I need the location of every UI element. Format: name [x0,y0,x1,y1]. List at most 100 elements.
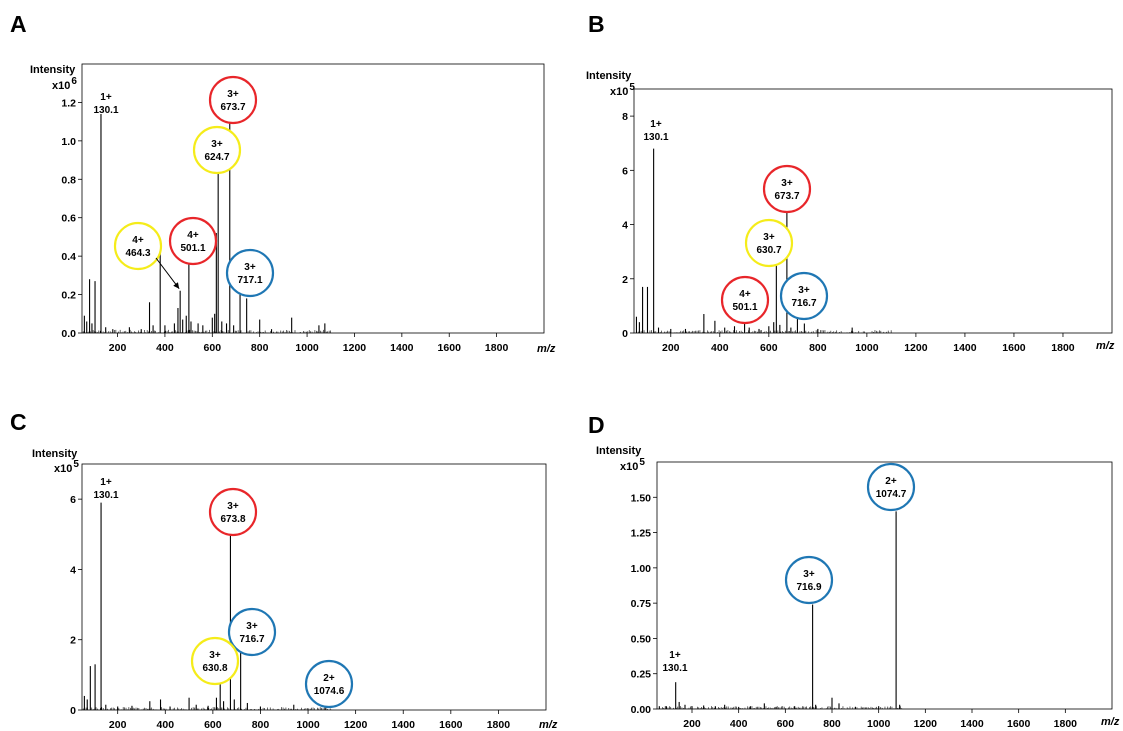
x-tick-label: 1200 [914,718,938,730]
mz-value-label: 1074.7 [876,489,907,500]
x-tick-label: 200 [683,718,701,730]
mz-value-label: 630.7 [756,245,781,256]
charge-state-label: 3+ [244,262,256,273]
charge-state-label: 3+ [781,178,793,189]
annotation-circle-red [208,487,258,537]
mz-value-label: 630.8 [202,663,227,674]
panel-letter: A [10,11,27,37]
annotation-circle-yellow [192,125,242,175]
y-tick-label: 0.8 [61,174,76,186]
peak-annotation: 2+ 1074.6 [304,659,354,709]
x-tick-label: 800 [252,719,270,731]
plot-frame [633,88,1113,334]
x-tick-label: 1800 [1054,718,1078,730]
x-tick-label: 1600 [1007,718,1031,730]
annotation-circle-blue [225,248,275,298]
annotation-circle-yellow [744,218,794,268]
charge-state-label: 3+ [803,569,815,580]
x-tick-label: 400 [730,718,748,730]
y-tick-label: 1.25 [631,528,652,540]
y-tick-label: 6 [622,165,628,177]
charge-state-label: 3+ [211,139,223,150]
peak-annotation: 3+ 624.7 [192,125,242,175]
mz-value-label: 130.1 [662,663,687,674]
peak-annotation: 2+ 1074.7 [866,462,916,512]
y-tick-label: 1.0 [61,136,76,148]
y-multiplier: x10 [52,80,70,92]
charge-state-label: 2+ [323,673,335,684]
annotation-circle-red [762,164,812,214]
y-tick-label: 0.0 [61,328,76,340]
mz-value-label: 624.7 [204,152,229,163]
x-axis-label: m/z [539,719,558,731]
y-tick-label: 0.25 [631,669,652,681]
charge-state-label: 2+ [885,476,897,487]
x-tick-label: 1400 [953,342,977,354]
y-tick-label: 0.2 [61,290,76,302]
y-tick-label: 0.4 [61,251,76,263]
mz-value-label: 673.7 [220,102,245,113]
panel-a: A Intensity x10 6 0.0 0.2 0.4 0.6 0.8 1.0 1.2 200 40… [10,11,556,355]
x-tick-label: 600 [760,342,778,354]
x-tick-label: 1000 [295,342,319,354]
peak-annotation: 3+ 716.7 [779,271,829,321]
x-tick-label: 1600 [438,342,462,354]
mz-value-label: 501.1 [180,243,205,254]
mz-value-label: 130.1 [93,490,118,501]
y-tick-label: 1.50 [631,492,652,504]
mz-value-label: 716.9 [796,582,821,593]
x-tick-label: 1800 [487,719,511,731]
panel-letter: C [10,409,27,435]
y-tick-label: 0.00 [631,704,652,716]
y-tick-label: 0.75 [631,598,652,610]
mz-value-label: 130.1 [643,132,668,143]
charge-state-label: 1+ [100,92,112,103]
x-tick-label: 800 [809,342,827,354]
x-tick-label: 1800 [485,342,509,354]
y-exponent: 5 [73,459,79,470]
mz-value-label: 464.3 [125,248,150,259]
y-tick-label: 6 [70,494,76,506]
peak-annotation: 3+ 630.7 [744,218,794,268]
y-axis-label: Intensity [586,70,632,82]
x-tick-label: 1000 [855,342,879,354]
annotation-circle-blue [227,607,277,657]
mz-value-label: 130.1 [93,105,118,116]
peak-annotation: 4+ 501.1 [168,216,218,266]
y-tick-label: 2 [622,274,628,286]
mz-value-label: 1074.6 [314,686,345,697]
mz-value-label: 717.1 [237,275,262,286]
mz-value-label: 673.7 [774,191,799,202]
x-tick-label: 1600 [439,719,463,731]
charge-state-label: 3+ [227,501,239,512]
charge-state-label: 1+ [650,119,662,130]
panel-letter: D [588,412,605,438]
y-exponent: 6 [71,76,77,87]
y-axis-label: Intensity [30,64,76,76]
annotation-circle-red [168,216,218,266]
x-tick-label: 1400 [392,719,416,731]
charge-state-label: 1+ [669,650,681,661]
x-tick-label: 600 [204,719,222,731]
x-tick-label: 800 [251,342,269,354]
charge-state-label: 3+ [798,285,810,296]
charge-state-label: 1+ [100,477,112,488]
peak-annotation: 3+ 673.8 [208,487,258,537]
y-tick-label: 0 [622,328,628,340]
x-tick-label: 1200 [904,342,928,354]
annotation-circle-yellow [113,221,163,271]
peak-annotation: 1+ 130.1 [93,92,118,116]
charge-state-label: 4+ [132,235,144,246]
x-axis-label: m/z [1101,716,1120,728]
annotation-circle-red [720,275,770,325]
x-tick-label: 1800 [1051,342,1075,354]
mz-value-label: 673.8 [220,514,245,525]
peak-annotation: 3+ 717.1 [225,248,275,298]
charge-state-label: 4+ [739,289,751,300]
mz-value-label: 716.7 [791,298,816,309]
peak-annotation: 3+ 630.8 [190,636,240,686]
x-tick-label: 1200 [343,342,367,354]
x-tick-label: 1400 [960,718,984,730]
panel-letter: B [588,11,605,37]
y-axis-label: Intensity [32,448,78,460]
